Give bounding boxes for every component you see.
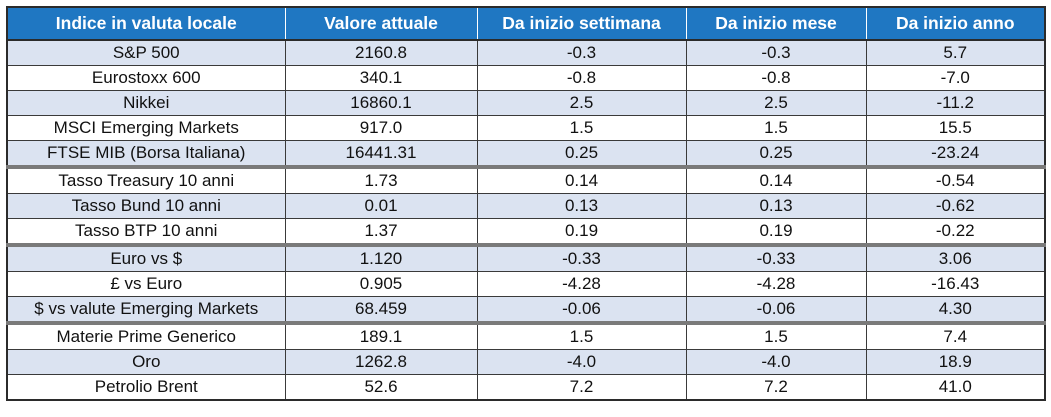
cell-week-to-date: 0.13 <box>476 193 687 219</box>
table-row: £ vs Euro 0.905 -4.28 -4.28 -16.43 <box>6 271 1046 297</box>
cell-month-to-date: 0.13 <box>685 193 867 219</box>
row-label: S&P 500 <box>6 39 286 66</box>
cell-year-to-date: 41.0 <box>865 374 1046 401</box>
cell-year-to-date: -16.43 <box>865 271 1046 297</box>
row-label: Tasso BTP 10 anni <box>6 218 286 247</box>
row-label: MSCI Emerging Markets <box>6 115 286 141</box>
cell-week-to-date: 7.2 <box>476 374 687 401</box>
header-week-to-date: Da inizio settimana <box>476 6 687 41</box>
table-row: MSCI Emerging Markets 917.0 1.5 1.5 15.5 <box>6 115 1046 141</box>
table-row: Euro vs $ 1.120 -0.33 -0.33 3.06 <box>6 244 1046 272</box>
cell-month-to-date: 2.5 <box>685 90 867 116</box>
cell-current-value: 917.0 <box>284 115 478 141</box>
cell-current-value: 0.01 <box>284 193 478 219</box>
table-row: Nikkei 16860.1 2.5 2.5 -11.2 <box>6 90 1046 116</box>
cell-current-value: 189.1 <box>284 322 478 350</box>
cell-month-to-date: -4.28 <box>685 271 867 297</box>
cell-week-to-date: 1.5 <box>476 115 687 141</box>
row-label: $ vs valute Emerging Markets <box>6 296 286 325</box>
cell-year-to-date: 15.5 <box>865 115 1046 141</box>
cell-year-to-date: -7.0 <box>865 65 1046 91</box>
cell-current-value: 1.37 <box>284 218 478 247</box>
cell-week-to-date: -0.3 <box>476 39 687 66</box>
cell-current-value: 16441.31 <box>284 140 478 169</box>
row-label: FTSE MIB (Borsa Italiana) <box>6 140 286 169</box>
market-performance-table: Indice in valuta locale Valore attuale D… <box>6 6 1046 401</box>
cell-year-to-date: -0.62 <box>865 193 1046 219</box>
cell-month-to-date: -0.3 <box>685 39 867 66</box>
cell-current-value: 2160.8 <box>284 39 478 66</box>
cell-current-value: 340.1 <box>284 65 478 91</box>
cell-week-to-date: -0.8 <box>476 65 687 91</box>
row-label: Tasso Bund 10 anni <box>6 193 286 219</box>
header-month-to-date: Da inizio mese <box>685 6 867 41</box>
row-label: Materie Prime Generico <box>6 322 286 350</box>
cell-current-value: 1262.8 <box>284 349 478 375</box>
table-row: Materie Prime Generico 189.1 1.5 1.5 7.4 <box>6 322 1046 350</box>
cell-month-to-date: 1.5 <box>685 115 867 141</box>
table-header-row: Indice in valuta locale Valore attuale D… <box>6 6 1046 41</box>
table-row: Oro 1262.8 -4.0 -4.0 18.9 <box>6 349 1046 375</box>
table-row: FTSE MIB (Borsa Italiana) 16441.31 0.25 … <box>6 140 1046 169</box>
cell-month-to-date: 1.5 <box>685 322 867 350</box>
row-label: Tasso Treasury 10 anni <box>6 166 286 194</box>
cell-week-to-date: -0.33 <box>476 244 687 272</box>
cell-year-to-date: -23.24 <box>865 140 1046 169</box>
cell-month-to-date: 7.2 <box>685 374 867 401</box>
cell-week-to-date: -4.0 <box>476 349 687 375</box>
row-label: Oro <box>6 349 286 375</box>
row-label: Nikkei <box>6 90 286 116</box>
cell-month-to-date: -0.33 <box>685 244 867 272</box>
market-table-container: Indice in valuta locale Valore attuale D… <box>6 6 1046 401</box>
row-label: Euro vs $ <box>6 244 286 272</box>
table-row: Petrolio Brent 52.6 7.2 7.2 41.0 <box>6 374 1046 401</box>
cell-year-to-date: -0.54 <box>865 166 1046 194</box>
cell-week-to-date: -4.28 <box>476 271 687 297</box>
cell-year-to-date: -0.22 <box>865 218 1046 247</box>
table-row: $ vs valute Emerging Markets 68.459 -0.0… <box>6 296 1046 325</box>
cell-year-to-date: 5.7 <box>865 39 1046 66</box>
cell-week-to-date: 0.25 <box>476 140 687 169</box>
cell-year-to-date: 18.9 <box>865 349 1046 375</box>
cell-year-to-date: 4.30 <box>865 296 1046 325</box>
row-label: Petrolio Brent <box>6 374 286 401</box>
cell-current-value: 52.6 <box>284 374 478 401</box>
cell-year-to-date: -11.2 <box>865 90 1046 116</box>
cell-month-to-date: -0.06 <box>685 296 867 325</box>
cell-week-to-date: 0.19 <box>476 218 687 247</box>
row-label: Eurostoxx 600 <box>6 65 286 91</box>
cell-month-to-date: 0.25 <box>685 140 867 169</box>
cell-week-to-date: 2.5 <box>476 90 687 116</box>
table-row: Tasso BTP 10 anni 1.37 0.19 0.19 -0.22 <box>6 218 1046 247</box>
cell-month-to-date: 0.14 <box>685 166 867 194</box>
cell-month-to-date: -4.0 <box>685 349 867 375</box>
cell-current-value: 16860.1 <box>284 90 478 116</box>
cell-current-value: 0.905 <box>284 271 478 297</box>
cell-month-to-date: 0.19 <box>685 218 867 247</box>
header-current-value: Valore attuale <box>284 6 478 41</box>
table-row: Tasso Treasury 10 anni 1.73 0.14 0.14 -0… <box>6 166 1046 194</box>
cell-month-to-date: -0.8 <box>685 65 867 91</box>
cell-current-value: 68.459 <box>284 296 478 325</box>
table-row: Eurostoxx 600 340.1 -0.8 -0.8 -7.0 <box>6 65 1046 91</box>
cell-week-to-date: 0.14 <box>476 166 687 194</box>
cell-week-to-date: -0.06 <box>476 296 687 325</box>
cell-week-to-date: 1.5 <box>476 322 687 350</box>
cell-year-to-date: 3.06 <box>865 244 1046 272</box>
cell-current-value: 1.73 <box>284 166 478 194</box>
row-label: £ vs Euro <box>6 271 286 297</box>
table-row: Tasso Bund 10 anni 0.01 0.13 0.13 -0.62 <box>6 193 1046 219</box>
header-year-to-date: Da inizio anno <box>865 6 1046 41</box>
header-index: Indice in valuta locale <box>6 6 286 41</box>
cell-current-value: 1.120 <box>284 244 478 272</box>
cell-year-to-date: 7.4 <box>865 322 1046 350</box>
table-row: S&P 500 2160.8 -0.3 -0.3 5.7 <box>6 39 1046 66</box>
